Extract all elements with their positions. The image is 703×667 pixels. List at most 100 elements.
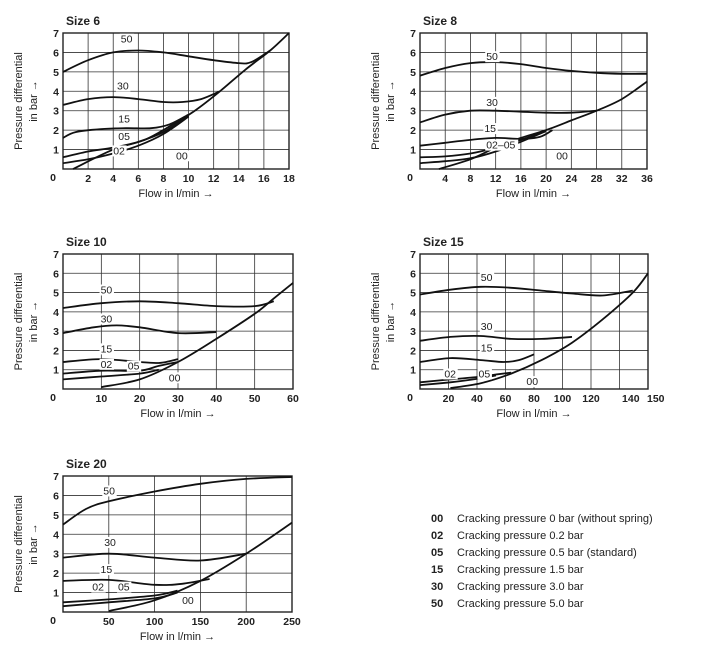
- x-tick-label: 100: [554, 393, 572, 405]
- y-tick-label: 5: [410, 288, 416, 300]
- y-tick-label: 2: [410, 125, 416, 137]
- series-curve-02: [62, 591, 178, 608]
- curve-label-background: [443, 368, 458, 380]
- y-tick-label: 7: [53, 471, 59, 483]
- curve-label-background: [116, 581, 132, 593]
- series-curve-00: [101, 282, 294, 388]
- curve-label-background: [99, 313, 114, 325]
- legend-code: 15: [431, 564, 444, 576]
- chart-title: Size 10: [66, 235, 107, 249]
- chart-title: Size 6: [66, 14, 100, 28]
- series-curve-30: [62, 324, 217, 335]
- x-tick-label: 36: [641, 173, 653, 185]
- curve-label-50: 50: [121, 34, 133, 46]
- curve-label-02: 02: [92, 582, 104, 594]
- x-tick-label: 8: [161, 173, 167, 185]
- y-tick-label: 2: [53, 345, 59, 357]
- curve-label-background: [119, 33, 135, 45]
- curve-label-background: [115, 80, 131, 92]
- curve-label-30: 30: [486, 97, 498, 109]
- legend-text: Cracking pressure 5.0 bar: [457, 598, 584, 610]
- series-curve-50: [62, 476, 293, 526]
- chart-title: Size 8: [423, 14, 457, 28]
- y-tick-label: 0: [50, 615, 56, 627]
- series-curve-05: [62, 114, 190, 159]
- legend-row-30: 30 Cracking pressure 3.0 bar: [431, 579, 653, 596]
- x-tick-label: 80: [528, 393, 540, 405]
- y-tick-label: 7: [410, 28, 416, 40]
- y-tick-label: 6: [410, 268, 416, 280]
- plot-frame: [419, 253, 649, 390]
- y-tick-label: 1: [53, 588, 59, 600]
- series-curve-30: [419, 109, 597, 124]
- x-tick-label: 20: [540, 173, 552, 185]
- y-tick-label: 0: [407, 392, 413, 404]
- x-tick-label: 4: [110, 173, 116, 185]
- x-axis-label: Flow in l/min →: [138, 188, 213, 200]
- series-curve-30: [419, 334, 573, 342]
- grid: [62, 253, 294, 389]
- curve-label-05: 05: [118, 582, 130, 594]
- x-axis-label: Flow in l/min →: [496, 188, 571, 200]
- curve-label-background: [126, 360, 142, 372]
- curve-label-background: [91, 581, 106, 593]
- y-tick-label: 2: [410, 345, 416, 357]
- y-tick-label: 7: [53, 249, 59, 261]
- x-tick-label: 150: [192, 616, 210, 628]
- curve-label-15: 15: [481, 342, 493, 354]
- series-curve-50: [419, 61, 648, 77]
- curve-label-00: 00: [182, 595, 194, 607]
- x-tick-label: 50: [103, 616, 115, 628]
- x-tick-label: 12: [208, 173, 220, 185]
- x-tick-label: 20: [134, 393, 146, 405]
- series-curve-50: [419, 285, 633, 297]
- curve-label-50: 50: [486, 51, 498, 63]
- x-tick-label: 30: [172, 393, 184, 405]
- x-tick-label: 24: [565, 173, 577, 185]
- y-tick-label: 5: [410, 67, 416, 79]
- curve-label-00: 00: [526, 376, 538, 388]
- legend-row-15: 15 Cracking pressure 1.5 bar: [431, 562, 653, 579]
- y-tick-label: 1: [53, 365, 59, 377]
- x-tick-label: 4: [442, 173, 448, 185]
- curve-label-15: 15: [101, 564, 113, 576]
- x-tick-label: 6: [135, 173, 141, 185]
- y-tick-label: 0: [50, 392, 56, 404]
- x-tick-label: 60: [287, 393, 299, 405]
- x-tick-label: 140: [622, 393, 640, 405]
- y-tick-label: 4: [410, 307, 416, 319]
- y-axis-label-unit: in bar →: [28, 301, 40, 343]
- y-tick-label: 2: [53, 125, 59, 137]
- legend-code: 00: [431, 513, 444, 525]
- legend-code: 30: [431, 581, 444, 593]
- x-tick-label: 10: [95, 393, 107, 405]
- chart-title: Size 15: [423, 235, 464, 249]
- curve-label-background: [102, 485, 117, 497]
- x-tick-label: 40: [210, 393, 222, 405]
- y-tick-label: 6: [53, 47, 59, 59]
- legend-text: Cracking pressure 1.5 bar: [457, 564, 584, 576]
- curve-label-02: 02: [444, 368, 456, 380]
- x-tick-label: 40: [471, 393, 483, 405]
- curve-label-00: 00: [169, 372, 181, 384]
- y-tick-label: 2: [53, 568, 59, 580]
- y-axis-label: Pressure differential: [370, 273, 382, 371]
- y-axis-label: Pressure differential: [370, 52, 382, 150]
- curve-label-02: 02: [113, 145, 125, 157]
- curve-label-background: [525, 376, 540, 388]
- curve-label-background: [103, 536, 118, 548]
- curve-label-background: [167, 372, 183, 384]
- x-tick-label: 20: [443, 393, 455, 405]
- x-tick-label: 2: [85, 173, 91, 185]
- x-tick-label: 50: [249, 393, 261, 405]
- chart-title: Size 20: [66, 457, 107, 471]
- curve-label-background: [175, 150, 190, 162]
- y-tick-label: 1: [410, 365, 416, 377]
- legend-text: Cracking pressure 0.5 bar (standard): [457, 547, 637, 559]
- y-axis-label: Pressure differential: [13, 52, 25, 150]
- y-tick-label: 5: [53, 67, 59, 79]
- curve-label-background: [117, 113, 132, 125]
